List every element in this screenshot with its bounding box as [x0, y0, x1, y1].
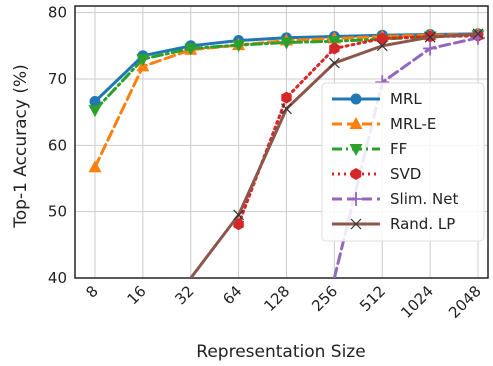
legend-label-svd: SVD [390, 165, 421, 183]
y-tick-label: 60 [48, 136, 67, 154]
x-tick-label: 1024 [397, 282, 437, 322]
series-rand-lp [189, 28, 484, 278]
data-point-rand-lp [424, 31, 436, 43]
data-point-ff [280, 37, 293, 50]
legend-marker-mrl [350, 93, 362, 105]
x-tick-label: 256 [308, 282, 341, 315]
x-tick-label: 512 [356, 282, 389, 315]
legend-label-slim-net: Slim. Net [390, 190, 458, 208]
data-point-ff [184, 43, 198, 56]
data-point-ff [327, 36, 341, 49]
legend-marker-slim-net [349, 192, 363, 206]
legend-label-mrl-e: MRL-E [390, 115, 436, 133]
x-tick-label: 16 [123, 282, 149, 308]
data-point-mrl [89, 96, 101, 108]
data-point-ff [232, 40, 246, 53]
legend: MRL MRL-E FF SVD Slim. Net Rand. LP [321, 82, 485, 242]
x-tick-label: 64 [219, 282, 245, 308]
series-group [88, 27, 485, 278]
legend-marker-rand-lp [350, 218, 362, 230]
legend-marker-mrl-e [349, 117, 363, 129]
data-point-rand-lp [376, 40, 388, 52]
y-axis-label: Top-1 Accuracy (%) [11, 64, 31, 228]
y-tick-label: 70 [48, 70, 67, 88]
y-tick-label: 80 [48, 4, 67, 22]
data-point-ff [136, 54, 150, 67]
x-axis-ticks: 8 16 32 64 128 256 512 1024 2048 [82, 282, 484, 322]
legend-label-rand-lp: Rand. LP [390, 215, 455, 233]
data-point-svd [329, 42, 340, 55]
x-axis-label: Representation Size [196, 342, 365, 362]
x-tick-label: 128 [260, 282, 293, 315]
data-point-rand-lp [281, 103, 292, 115]
x-tick-label: 2048 [445, 282, 485, 322]
legend-label-ff: FF [390, 140, 407, 158]
legend-marker-ff [349, 144, 363, 156]
plot-frame [74, 5, 489, 279]
data-point-svd [377, 32, 388, 45]
data-point-slim-net [423, 41, 438, 56]
x-tick-label: 8 [82, 282, 101, 301]
data-point-svd [233, 218, 244, 231]
legend-label-mrl: MRL [390, 90, 422, 108]
x-tick-label: 32 [171, 282, 197, 308]
data-point-rand-lp [472, 28, 484, 40]
y-tick-label: 50 [48, 203, 67, 221]
y-tick-label: 40 [48, 269, 67, 287]
data-point-rand-lp [328, 57, 340, 69]
data-point-rand-lp [233, 209, 245, 221]
data-point-svd [281, 91, 292, 104]
legend-marker-svd [350, 168, 362, 180]
data-point-ff [88, 105, 102, 118]
y-axis-ticks: 40 50 60 70 80 [48, 4, 67, 287]
data-point-mrl-e [88, 160, 102, 173]
